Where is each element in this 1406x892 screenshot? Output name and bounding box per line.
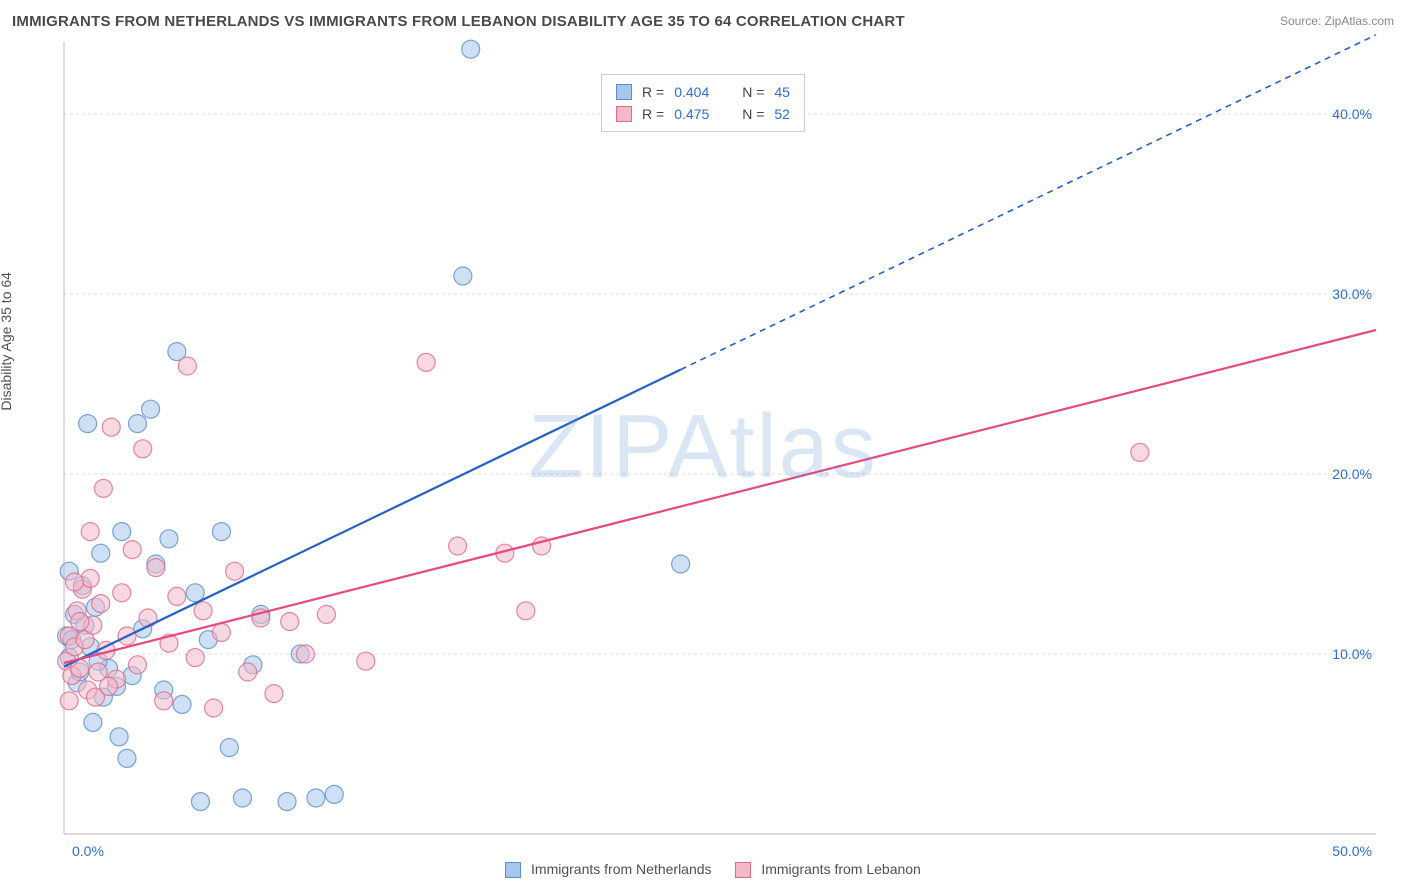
series-legend: Immigrants from Netherlands Immigrants f…	[10, 861, 1396, 878]
legend-row-lebanon: R = 0.475 N = 52	[616, 103, 790, 125]
svg-text:40.0%: 40.0%	[1332, 106, 1372, 122]
legend-label-netherlands: Immigrants from Netherlands	[531, 861, 712, 877]
swatch-netherlands-bottom	[505, 862, 521, 878]
svg-text:20.0%: 20.0%	[1332, 466, 1372, 482]
y-axis-label: Disability Age 35 to 64	[0, 272, 14, 411]
legend-row-netherlands: R = 0.404 N = 45	[616, 81, 790, 103]
scatter-chart: 10.0% 20.0% 30.0% 40.0% 0.0% 50.0%	[10, 34, 1396, 882]
svg-text:10.0%: 10.0%	[1332, 646, 1372, 662]
correlation-legend: R = 0.404 N = 45 R = 0.475 N = 52	[601, 74, 805, 132]
chart-container: Disability Age 35 to 64 10.0%20.0%30.0%4…	[10, 34, 1396, 882]
svg-text:30.0%: 30.0%	[1332, 286, 1372, 302]
swatch-netherlands	[616, 84, 632, 100]
svg-text:0.0%: 0.0%	[72, 843, 104, 859]
swatch-lebanon-bottom	[735, 862, 751, 878]
chart-title: IMMIGRANTS FROM NETHERLANDS VS IMMIGRANT…	[12, 13, 905, 30]
header: IMMIGRANTS FROM NETHERLANDS VS IMMIGRANT…	[0, 0, 1406, 34]
r-value-netherlands: 0.404	[674, 81, 722, 103]
source-label: Source: ZipAtlas.com	[1280, 14, 1394, 28]
r-value-lebanon: 0.475	[674, 103, 722, 125]
swatch-lebanon	[616, 106, 632, 122]
legend-label-lebanon: Immigrants from Lebanon	[761, 861, 921, 877]
svg-text:50.0%: 50.0%	[1332, 843, 1372, 859]
n-value-netherlands: 45	[774, 81, 790, 103]
n-value-lebanon: 52	[774, 103, 790, 125]
